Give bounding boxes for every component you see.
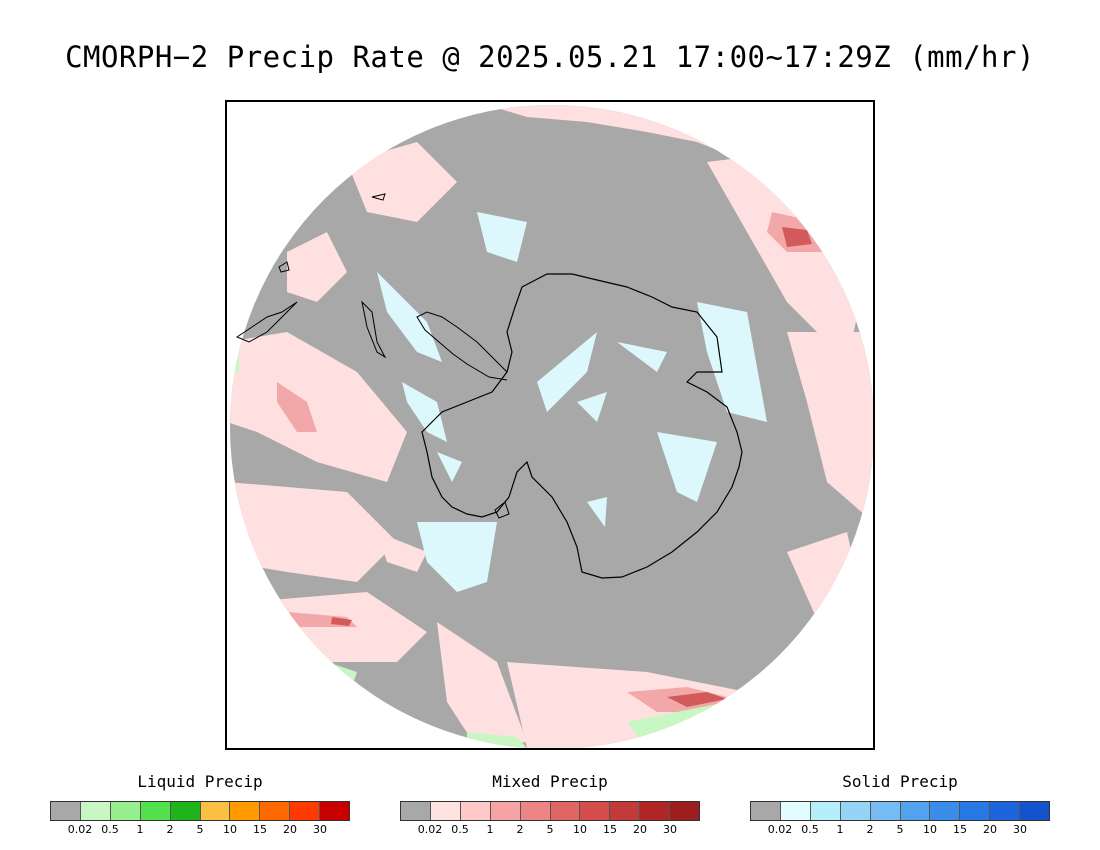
legend-swatch xyxy=(80,802,111,820)
legend-tick-label: 20 xyxy=(633,823,647,836)
legend-swatch xyxy=(200,802,231,820)
legend-tick-label: 2 xyxy=(516,823,524,836)
precip-map xyxy=(230,105,873,748)
falkland-islands xyxy=(278,261,290,273)
antarctic-peninsula-coastline xyxy=(416,311,508,381)
legend-swatch xyxy=(670,802,700,820)
legend-swatch xyxy=(840,802,871,820)
tick-labels: 0.02 0.5 1 2 5 10 15 20 30 xyxy=(750,821,1050,836)
legend-title: Mixed Precip xyxy=(492,772,608,791)
legend-swatch xyxy=(230,802,261,820)
legend-tick-label: 20 xyxy=(983,823,997,836)
legend-swatch xyxy=(140,802,171,820)
legend-tick-label: 2 xyxy=(166,823,174,836)
legend-tick-label: 15 xyxy=(253,823,267,836)
map-frame xyxy=(225,100,875,750)
legend-swatch xyxy=(990,802,1021,820)
legend-swatch xyxy=(610,802,641,820)
legend-swatch xyxy=(490,802,521,820)
legend-tick-label: 1 xyxy=(836,823,844,836)
legend-swatch xyxy=(260,802,291,820)
tick-labels: 0.02 0.5 1 2 5 10 15 20 30 xyxy=(50,821,350,836)
legend-tick-label: 15 xyxy=(603,823,617,836)
precip-field xyxy=(230,105,873,748)
mixed-precip-heavy xyxy=(331,227,812,707)
legend-swatch xyxy=(520,802,551,820)
legend-title: Solid Precip xyxy=(842,772,958,791)
legend-swatch xyxy=(1020,802,1050,820)
legend-swatch xyxy=(780,802,811,820)
legend-tick-label: 0.02 xyxy=(417,823,443,836)
legend-swatch xyxy=(930,802,961,820)
legend-swatch xyxy=(960,802,991,820)
legend-tick-label: 1 xyxy=(136,823,144,836)
solid-precip-legend: Solid Precip 0.02 0.5 1 2 5 10 15 20 30 xyxy=(750,772,1050,836)
legend-tick-label: 0.5 xyxy=(101,823,119,836)
legend-tick-label: 20 xyxy=(283,823,297,836)
legend-tick-label: 5 xyxy=(896,823,904,836)
south-america-coastline xyxy=(235,301,298,343)
legend-swatch xyxy=(870,802,901,820)
liquid-precip-legend: Liquid Precip 0.02 0.5 1 2 5 10 15 20 30 xyxy=(50,772,350,836)
legend-swatch xyxy=(51,802,81,820)
antarctica-coastline xyxy=(421,273,743,579)
tick-labels: 0.02 0.5 1 2 5 10 15 20 30 xyxy=(400,821,700,836)
color-scale xyxy=(50,801,350,821)
legend-swatch xyxy=(751,802,781,820)
chart-title: CMORPH−2 Precip Rate @ 2025.05.21 17:00~… xyxy=(65,40,1035,74)
legend-tick-label: 2 xyxy=(866,823,874,836)
legend-tick-label: 30 xyxy=(663,823,677,836)
legend-tick-label: 0.02 xyxy=(767,823,793,836)
legend-swatch xyxy=(290,802,321,820)
south-shetland-islands xyxy=(361,300,387,359)
color-scale xyxy=(400,801,700,821)
legend-tick-label: 1 xyxy=(486,823,494,836)
legend-swatch xyxy=(580,802,611,820)
legend-title: Liquid Precip xyxy=(137,772,263,791)
ross-ice-shelf-island xyxy=(494,501,510,519)
legend-swatch xyxy=(430,802,461,820)
legend-tick-label: 0.5 xyxy=(451,823,469,836)
legend-swatch xyxy=(900,802,931,820)
legend-tick-label: 0.5 xyxy=(801,823,819,836)
legend-tick-label: 5 xyxy=(196,823,204,836)
solid-precip-patches xyxy=(377,212,767,592)
legend-tick-label: 0.02 xyxy=(67,823,93,836)
legend-swatch xyxy=(110,802,141,820)
legend-tick-label: 10 xyxy=(573,823,587,836)
legend-swatch xyxy=(640,802,671,820)
legend-tick-label: 10 xyxy=(923,823,937,836)
mixed-precip-legend: Mixed Precip 0.02 0.5 1 2 5 10 15 20 30 xyxy=(400,772,700,836)
color-scale xyxy=(750,801,1050,821)
legend-swatch xyxy=(320,802,350,820)
legend-swatch xyxy=(550,802,581,820)
legend-tick-label: 15 xyxy=(953,823,967,836)
legend-tick-label: 10 xyxy=(223,823,237,836)
legend-swatch xyxy=(810,802,841,820)
legend-tick-label: 30 xyxy=(313,823,327,836)
legend-swatch xyxy=(460,802,491,820)
south-georgia-island xyxy=(371,193,386,201)
legend-swatch xyxy=(170,802,201,820)
legend-tick-label: 30 xyxy=(1013,823,1027,836)
legend-tick-label: 5 xyxy=(546,823,554,836)
legend-swatch xyxy=(401,802,431,820)
